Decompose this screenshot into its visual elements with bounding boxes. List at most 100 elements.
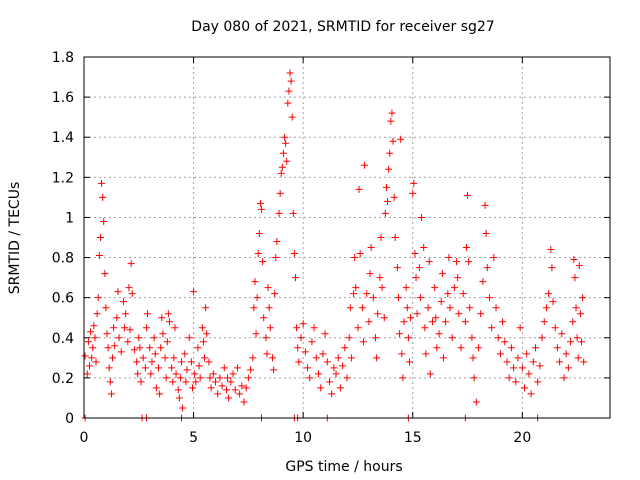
data-point xyxy=(531,344,539,352)
data-point xyxy=(339,362,347,370)
y-tick-label: 0.2 xyxy=(52,371,74,387)
data-point xyxy=(461,318,469,326)
data-point xyxy=(469,354,477,362)
data-point xyxy=(114,288,122,296)
data-point xyxy=(146,344,154,352)
data-point xyxy=(367,244,375,252)
data-point xyxy=(161,354,169,362)
data-point xyxy=(159,330,167,338)
data-point xyxy=(388,109,396,117)
data-point xyxy=(254,250,262,258)
data-point xyxy=(328,390,336,398)
data-point xyxy=(389,137,397,145)
data-point xyxy=(301,348,309,356)
data-point xyxy=(134,370,142,378)
data-point xyxy=(518,364,526,372)
data-point xyxy=(369,294,377,302)
data-point xyxy=(438,270,446,278)
data-point xyxy=(124,338,132,346)
x-tick-label: 10 xyxy=(294,430,312,446)
data-point xyxy=(275,209,283,217)
data-point xyxy=(411,250,419,258)
data-point xyxy=(218,382,226,390)
data-point xyxy=(247,366,255,374)
data-point xyxy=(277,169,285,177)
data-point xyxy=(359,338,367,346)
data-point xyxy=(450,284,458,292)
y-tick-label: 1.4 xyxy=(52,130,74,146)
data-point xyxy=(169,378,177,386)
data-points xyxy=(81,69,588,422)
data-point xyxy=(529,358,537,366)
data-point xyxy=(144,310,152,318)
data-point xyxy=(542,304,550,312)
data-point xyxy=(512,378,520,386)
data-point xyxy=(448,334,456,342)
y-tick-label: 1.2 xyxy=(52,170,74,186)
data-point xyxy=(227,378,235,386)
data-point xyxy=(236,390,244,398)
data-point xyxy=(454,274,462,282)
data-point xyxy=(185,334,193,342)
data-point xyxy=(381,209,389,217)
data-point xyxy=(354,324,362,332)
data-point xyxy=(409,189,417,197)
data-point xyxy=(220,364,228,372)
data-point xyxy=(393,264,401,272)
data-point xyxy=(496,350,504,358)
data-point xyxy=(268,354,276,362)
data-point xyxy=(433,344,441,352)
data-point xyxy=(347,354,355,362)
x-tick-label: 20 xyxy=(513,430,531,446)
data-point xyxy=(150,334,158,342)
data-point xyxy=(130,346,138,354)
data-point xyxy=(407,314,415,322)
data-point xyxy=(308,338,316,346)
data-point xyxy=(410,179,418,187)
data-point xyxy=(425,258,433,266)
data-point xyxy=(191,370,199,378)
data-point xyxy=(90,322,98,330)
data-point xyxy=(377,234,385,241)
data-point xyxy=(81,352,89,360)
data-point xyxy=(198,324,206,332)
data-point xyxy=(481,201,489,209)
data-point xyxy=(122,310,130,318)
data-point xyxy=(96,234,104,241)
data-point xyxy=(466,304,474,312)
data-point xyxy=(162,374,170,382)
data-point xyxy=(395,294,403,302)
data-point xyxy=(285,87,293,95)
data-point xyxy=(355,185,363,193)
data-point xyxy=(157,344,165,352)
data-point xyxy=(570,256,578,264)
data-point xyxy=(413,310,421,318)
data-point xyxy=(253,294,261,302)
data-point xyxy=(216,374,224,382)
data-point xyxy=(366,270,374,278)
data-point xyxy=(136,344,144,352)
data-point xyxy=(295,358,303,366)
data-point xyxy=(233,364,241,372)
data-point xyxy=(83,370,91,378)
data-point xyxy=(400,318,408,326)
data-point xyxy=(176,374,184,382)
x-tick-label: 15 xyxy=(404,430,422,446)
data-point xyxy=(435,330,443,338)
data-point xyxy=(521,384,529,392)
data-point xyxy=(113,314,121,322)
data-point xyxy=(351,254,359,262)
data-point xyxy=(93,310,101,318)
data-point xyxy=(104,344,112,352)
data-point xyxy=(258,205,266,213)
data-point xyxy=(538,334,546,342)
data-point xyxy=(386,149,394,157)
data-point xyxy=(171,324,179,332)
data-point xyxy=(102,304,110,312)
data-point xyxy=(278,163,286,171)
data-point xyxy=(272,254,280,262)
data-point xyxy=(580,358,588,366)
data-point xyxy=(416,294,424,302)
data-point xyxy=(178,358,186,366)
data-point xyxy=(579,294,587,302)
